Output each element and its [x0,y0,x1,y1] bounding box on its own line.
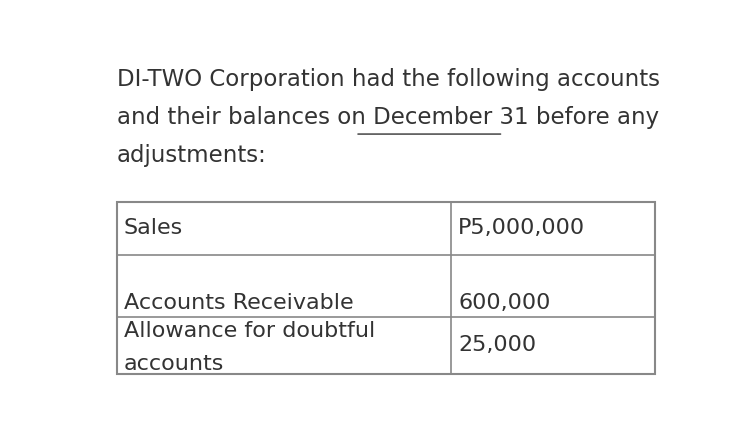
Text: accounts: accounts [124,354,224,375]
Text: adjustments:: adjustments: [117,144,267,167]
Text: Sales: Sales [124,218,183,238]
Text: P5,000,000: P5,000,000 [458,218,585,238]
Text: Allowance for doubtful: Allowance for doubtful [124,321,375,341]
Text: and their balances on December 31 before any: and their balances on December 31 before… [117,106,659,129]
Bar [117,202,655,374]
Text: DI-TWO Corporation had the following accounts: DI-TWO Corporation had the following acc… [117,68,660,91]
Text: Accounts Receivable: Accounts Receivable [124,293,353,314]
Text: 25,000: 25,000 [458,335,536,356]
Text: on December 31: on December 31 [117,106,308,129]
Text: and their balances: and their balances [117,106,338,129]
Text: 600,000: 600,000 [458,293,550,314]
